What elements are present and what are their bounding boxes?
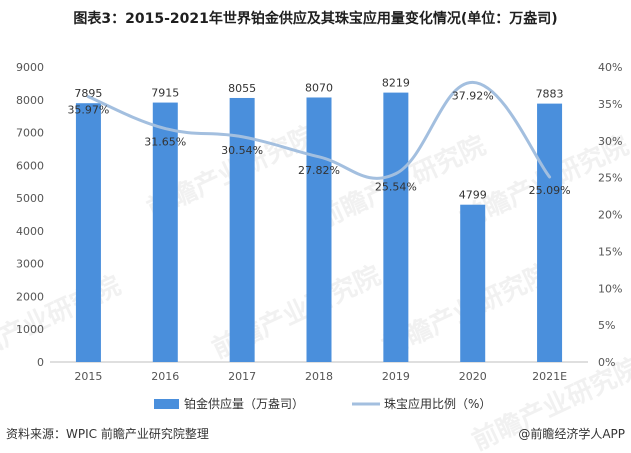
bar-2016 [152, 102, 178, 362]
bar-value-label: 8219 [382, 77, 410, 90]
line-value-label: 27.82% [298, 164, 340, 177]
bar-value-label: 4799 [459, 189, 487, 202]
y-right-tick-label: 30% [598, 135, 622, 148]
legend-bar-swatch [154, 399, 179, 409]
line-value-label: 37.92% [452, 89, 494, 102]
y-right-tick-label: 0% [598, 356, 615, 369]
brand-note: @前瞻经济学人APP [518, 427, 625, 441]
line-value-label: 25.09% [529, 184, 571, 197]
y-left-tick-label: 7000 [16, 127, 44, 140]
line-value-label: 31.65% [144, 136, 186, 149]
line-value-label: 30.54% [221, 144, 263, 157]
y-left-tick-label: 4000 [16, 225, 44, 238]
y-left-tick-label: 9000 [16, 61, 44, 74]
legend-bar-label: 铂金供应量（万盎司） [184, 396, 304, 411]
y-right-tick-label: 40% [598, 61, 622, 74]
bar-value-label: 7915 [151, 87, 179, 100]
y-left-tick-label: 3000 [16, 258, 44, 271]
bar-2021E [537, 103, 563, 362]
bar-value-label: 7895 [74, 87, 102, 100]
bar-value-label: 8055 [228, 82, 256, 95]
y-left-tick-label: 8000 [16, 94, 44, 107]
bar-2020 [460, 204, 486, 362]
chart-title: 图表3：2015-2021年世界铂金供应及其珠宝应用量变化情况(单位：万盎司) [73, 11, 558, 27]
x-tick-label: 2017 [228, 370, 256, 383]
source-note: 资料来源：WPIC 前瞻产业研究院整理 [6, 427, 209, 441]
y-right-tick-label: 5% [598, 319, 615, 332]
x-tick-label: 2016 [151, 370, 179, 383]
bar-2015 [75, 103, 101, 362]
y-left-tick-label: 5000 [16, 192, 44, 205]
y-right-tick-label: 10% [598, 282, 622, 295]
bar-2019 [383, 92, 409, 363]
line-value-label: 35.97% [67, 104, 109, 117]
legend-line-label: 珠宝应用比例（%） [384, 396, 491, 411]
y-left-tick-label: 1000 [16, 323, 44, 336]
y-left-tick-label: 6000 [16, 159, 44, 172]
bar-2018 [306, 97, 332, 362]
x-tick-label: 2018 [305, 370, 333, 383]
y-right-tick-label: 35% [598, 98, 622, 111]
line-value-label: 25.54% [375, 181, 417, 194]
x-tick-label: 2019 [382, 370, 410, 383]
line-series-path [86, 80, 552, 180]
y-left-tick-label: 0 [37, 356, 44, 369]
x-tick-label: 2020 [459, 370, 487, 383]
bar-value-label: 7883 [536, 88, 564, 101]
y-right-tick-label: 20% [598, 209, 622, 222]
bar-value-label: 8070 [305, 81, 333, 94]
y-left-tick-label: 2000 [16, 290, 44, 303]
x-tick-label: 2015 [74, 370, 102, 383]
x-tick-label: 2021E [532, 370, 567, 383]
bar-2017 [229, 97, 255, 362]
y-right-tick-label: 15% [598, 245, 622, 258]
y-right-tick-label: 25% [598, 172, 622, 185]
